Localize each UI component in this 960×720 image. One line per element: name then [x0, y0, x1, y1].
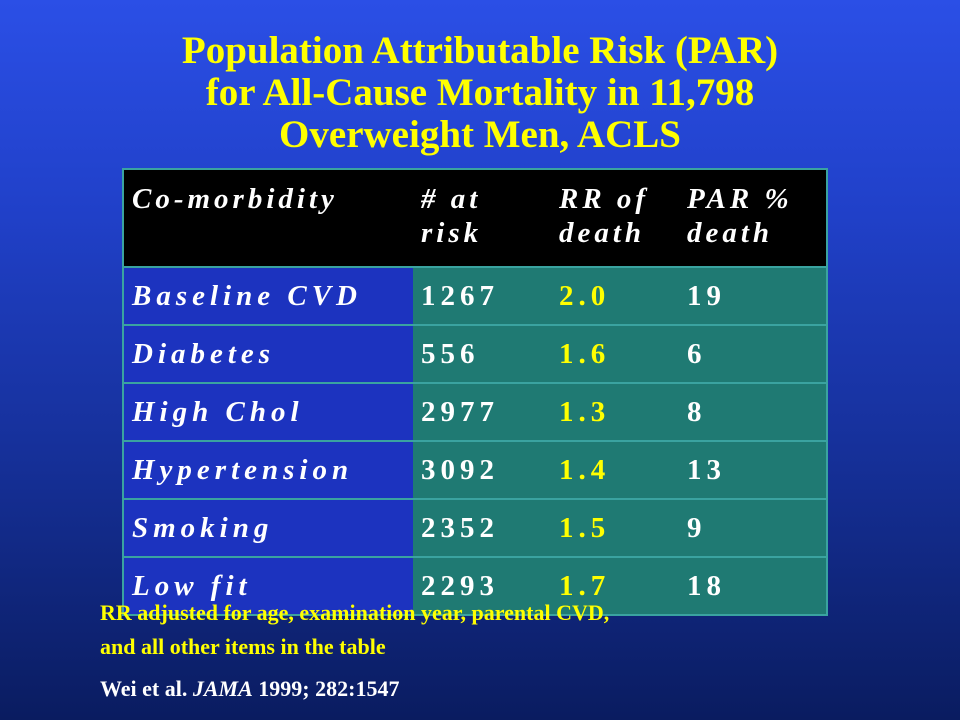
cell-rr-death: 1.4	[551, 441, 679, 499]
cell-at-risk: 2352	[413, 499, 551, 557]
cell-rr-death: 1.6	[551, 325, 679, 383]
cell-par-death: 9	[679, 499, 827, 557]
cell-par-death: 18	[679, 557, 827, 615]
citation: Wei et al. JAMA 1999; 282:1547	[100, 672, 399, 706]
cell-par-death: 6	[679, 325, 827, 383]
table-row: Low fit 2293 1.7 18	[123, 557, 827, 615]
cell-at-risk: 556	[413, 325, 551, 383]
citation-details: 1999; 282:1547	[258, 676, 400, 701]
title-line-1: Population Attributable Risk (PAR)	[181, 29, 779, 72]
table-header-row: Co-morbidity # at risk RR of death PAR %…	[123, 169, 827, 267]
cell-comorbidity: Smoking	[123, 499, 413, 557]
note-line-1: RR adjusted for age, examination year, p…	[100, 600, 610, 625]
table-row: Smoking 2352 1.5 9	[123, 499, 827, 557]
title-line-2: for All-Cause Mortality in 11,798	[205, 71, 755, 114]
citation-authors: Wei et al.	[100, 676, 188, 701]
cell-at-risk: 3092	[413, 441, 551, 499]
cell-at-risk: 1267	[413, 267, 551, 325]
header-comorbidity: Co-morbidity	[123, 169, 413, 267]
cell-at-risk: 2293	[413, 557, 551, 615]
note-line-2: and all other items in the table	[100, 634, 386, 659]
cell-rr-death: 1.7	[551, 557, 679, 615]
cell-comorbidity: Diabetes	[123, 325, 413, 383]
adjustment-note: RR adjusted for age, examination year, p…	[100, 596, 609, 664]
cell-comorbidity: High Chol	[123, 383, 413, 441]
cell-rr-death: 1.3	[551, 383, 679, 441]
table-row: High Chol 2977 1.3 8	[123, 383, 827, 441]
cell-rr-death: 2.0	[551, 267, 679, 325]
header-par-death: PAR % death	[679, 169, 827, 267]
par-table: Co-morbidity # at risk RR of death PAR %…	[122, 168, 828, 616]
cell-rr-death: 1.5	[551, 499, 679, 557]
cell-comorbidity: Low fit	[123, 557, 413, 615]
cell-par-death: 19	[679, 267, 827, 325]
cell-par-death: 8	[679, 383, 827, 441]
header-rr-death: RR of death	[551, 169, 679, 267]
cell-par-death: 13	[679, 441, 827, 499]
table-row: Hypertension 3092 1.4 13	[123, 441, 827, 499]
title-line-3: Overweight Men, ACLS	[279, 113, 681, 156]
header-at-risk: # at risk	[413, 169, 551, 267]
citation-journal: JAMA	[192, 676, 253, 701]
cell-comorbidity: Hypertension	[123, 441, 413, 499]
cell-comorbidity: Baseline CVD	[123, 267, 413, 325]
table-row: Baseline CVD 1267 2.0 19	[123, 267, 827, 325]
table-row: Diabetes 556 1.6 6	[123, 325, 827, 383]
table-body: Baseline CVD 1267 2.0 19 Diabetes 556 1.6 6 High…	[123, 267, 827, 615]
slide-title: Population Attributable Risk (PAR) for A…	[0, 30, 960, 156]
cell-at-risk: 2977	[413, 383, 551, 441]
